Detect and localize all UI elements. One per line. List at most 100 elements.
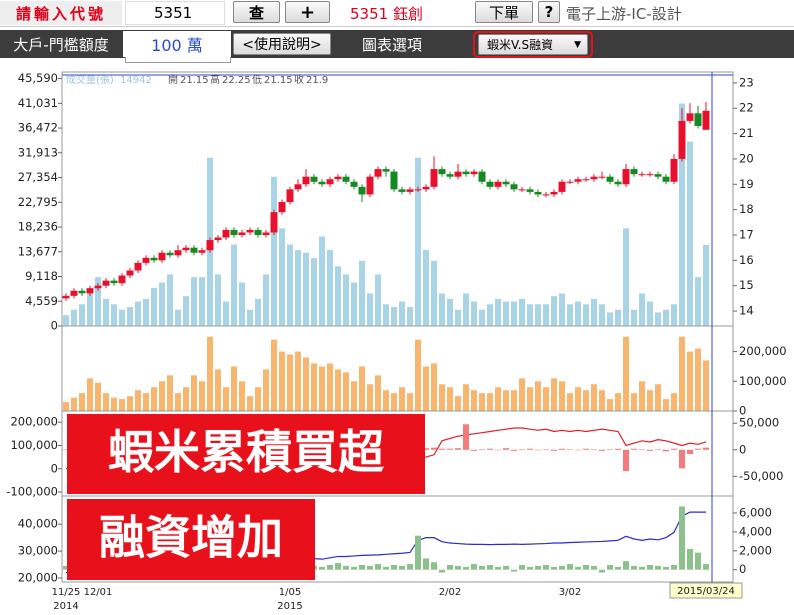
bar [239,282,245,326]
candle-body [166,252,174,256]
bar [135,301,141,326]
bar [71,397,77,411]
manual-button[interactable]: <使用說明> [233,33,331,55]
bar [407,393,413,411]
order-button[interactable]: 下單 [475,1,533,23]
candle-body [606,176,614,182]
bar [551,449,557,451]
bar [367,293,373,326]
y-tick-label: 20,000 [18,570,58,584]
bar [487,564,493,570]
bar [239,381,245,411]
bar [407,564,413,570]
bar [447,564,453,570]
candle-body [526,189,534,192]
bar [287,244,293,326]
bar [463,293,469,326]
search-button[interactable]: 查 [233,1,280,23]
y2-tick-label: 14 [739,304,754,318]
bar [415,157,421,326]
candle-body [254,229,262,235]
candle-body [230,229,238,235]
candle-body [158,252,166,261]
bar [639,566,645,570]
bar [551,378,557,411]
help-button[interactable]: ? [538,1,560,23]
bar [231,366,237,411]
y-tick-label: 0 [51,461,58,475]
candle-body [182,247,190,251]
bar [663,566,669,570]
candle-body [566,181,574,183]
bar [519,564,525,570]
candle-body [406,189,414,192]
bar [647,564,653,570]
y-tick-label: 200,000 [10,415,58,429]
bar [159,381,165,411]
threshold-input[interactable]: 100 萬 [123,31,231,57]
bar [463,384,469,411]
candle-body [206,240,214,251]
bar [127,307,133,326]
bar [655,565,661,570]
bar [543,449,549,450]
bar [663,449,669,452]
candle-body [318,181,326,185]
add-button[interactable]: + [285,1,330,23]
bar [511,301,517,326]
bar [183,387,189,411]
bar [495,298,501,326]
bar [567,564,573,570]
candle-body [134,262,142,271]
code-input[interactable]: 5351 [125,1,225,25]
x-year-label: 2015 [277,601,302,612]
bar [479,449,485,450]
bar [583,304,589,326]
bar [95,277,101,326]
candle-body [502,181,510,185]
bar [623,228,629,326]
ohlc-value: 21.15 [264,75,293,86]
bar [687,449,693,455]
bar [375,564,381,570]
bar [167,375,173,411]
candle-body [462,171,470,175]
bar [63,565,69,570]
candle-body [342,176,350,182]
candle-body [78,290,86,294]
candle-body [358,186,366,195]
industry: 電子上游-IC-設計 [566,4,682,23]
bar [87,288,93,326]
bar [591,298,597,326]
y2-tick-label: 0 [739,562,746,576]
annotation-box [67,499,315,580]
bar [143,298,149,326]
bar [247,396,253,411]
bar [127,396,133,411]
y2-tick-label: 17 [739,227,754,241]
candle-body [670,158,678,182]
bar [631,309,637,326]
bar [423,448,429,450]
bar [551,296,557,326]
input-shadow [125,57,231,63]
bar [655,384,661,411]
bar [255,298,261,326]
bar [63,315,69,326]
bar [271,339,277,411]
candle-body [558,181,566,192]
bar [415,339,421,411]
bar [583,448,589,450]
candle-body [86,288,94,294]
toolbar-row [0,0,794,27]
bar [631,448,637,450]
bar [671,448,677,450]
chart-select[interactable]: 蝦米V.S融資 ▼ [478,34,588,55]
bar [623,336,629,411]
candle-body [222,229,230,238]
bar [383,304,389,326]
candle-body [350,181,358,187]
bar [511,390,517,411]
